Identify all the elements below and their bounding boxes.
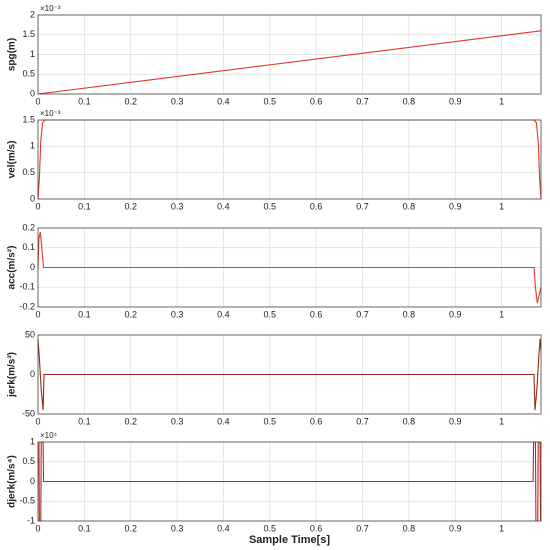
y-axis-label: djerk(m/s⁴) [7,455,18,508]
y-tick-label: -50 [22,408,35,418]
x-tick-label: 0.4 [217,523,230,533]
x-tick-label: 1 [499,201,504,211]
y-tick-label: 0 [30,88,35,98]
x-tick-label: 1 [499,96,504,106]
x-tick-label: 0.5 [264,416,277,426]
x-tick-label: 0.9 [449,201,462,211]
y-tick-label: 50 [25,329,35,339]
x-axis-label: Sample Time[s] [249,534,330,546]
x-tick-label: 0.7 [356,416,369,426]
axis-exponent: ×10⁴ [40,431,58,440]
y-tick-label: 0.5 [22,456,35,466]
x-tick-label: 0.1 [78,309,91,319]
y-tick-label: 1 [30,141,35,151]
x-tick-label: 0.9 [449,523,462,533]
plot-frame [37,334,542,415]
x-tick-label: 0.5 [264,309,277,319]
plot-frame [37,119,542,200]
x-tick-label: 0.7 [356,201,369,211]
y-tick-label: -0.5 [19,496,35,506]
y-tick-label: 2 [30,9,35,19]
x-tick-label: 0.3 [171,201,184,211]
plot-area [38,120,541,199]
y-tick-label: 1.5 [22,29,35,39]
x-tick-label: 0.3 [171,416,184,426]
data-line [37,338,542,411]
x-tick-label: 0.7 [356,96,369,106]
y-tick-label: 0 [30,193,35,203]
x-tick-label: 0.4 [217,96,230,106]
plot-frame [37,441,542,522]
x-tick-label: 0.1 [78,96,91,106]
x-tick-label: 0.2 [124,416,137,426]
x-tick-label: 0.3 [171,309,184,319]
y-axis-label: acc(m/s²) [7,246,18,290]
axis-exponent: ×10⁻³ [40,109,61,118]
x-tick-label: 0.5 [264,201,277,211]
x-tick-label: 0.5 [264,96,277,106]
x-tick-label: 0.5 [264,523,277,533]
y-tick-label: 0.5 [22,167,35,177]
x-tick-label: 0.2 [124,309,137,319]
x-tick-label: 0.6 [310,201,323,211]
plot-frame [37,14,542,95]
y-tick-label: -0.1 [19,282,35,292]
x-tick-label: 0 [35,416,40,426]
data-line [37,231,542,304]
plot-frame [37,227,542,308]
x-tick-label: 0.2 [124,523,137,533]
x-tick-label: 0.9 [449,96,462,106]
x-tick-label: 0 [35,201,40,211]
y-tick-label: -0.2 [19,301,35,311]
y-tick-label: 0 [30,369,35,379]
x-tick-label: 1 [499,523,504,533]
x-tick-label: 0.8 [403,416,416,426]
x-tick-label: 0.9 [449,416,462,426]
x-tick-label: 0 [35,523,40,533]
x-tick-label: 0.6 [310,523,323,533]
x-tick-label: 0.7 [356,309,369,319]
x-tick-label: 0.8 [403,309,416,319]
x-tick-label: 0 [35,96,40,106]
x-tick-label: 0.9 [449,309,462,319]
y-tick-label: 0.1 [22,242,35,252]
x-tick-label: 1 [499,416,504,426]
y-tick-label: 0.2 [22,222,35,232]
y-tick-label: 1 [30,49,35,59]
data-line [37,30,542,95]
x-tick-label: 0.2 [124,201,137,211]
x-tick-label: 0.6 [310,96,323,106]
x-tick-label: 0.7 [356,523,369,533]
x-tick-label: 0.6 [310,416,323,426]
x-tick-label: 0.1 [78,523,91,533]
y-tick-label: 1.5 [22,114,35,124]
y-axis-label: spg(m) [7,38,18,71]
x-tick-label: 0.4 [217,309,230,319]
x-tick-label: 0.8 [403,523,416,533]
y-tick-label: 0 [30,262,35,272]
y-axis-label: vel(m/s) [7,141,18,179]
y-tick-label: 0.5 [22,69,35,79]
x-tick-label: 0.6 [310,309,323,319]
x-tick-label: 0 [35,309,40,319]
axis-exponent: ×10⁻³ [40,4,61,13]
x-tick-label: 0.3 [171,523,184,533]
x-tick-label: 0.4 [217,416,230,426]
y-tick-label: -1 [27,515,35,525]
y-tick-label: 0 [30,476,35,486]
x-tick-label: 0.1 [78,201,91,211]
x-tick-label: 0.2 [124,96,137,106]
x-tick-label: 0.4 [217,201,230,211]
x-tick-label: 0.8 [403,96,416,106]
y-tick-label: 1 [30,436,35,446]
x-tick-label: 0.3 [171,96,184,106]
x-tick-label: 0.8 [403,201,416,211]
x-tick-label: 0.1 [78,416,91,426]
y-axis-label: jerk(m/s³) [7,352,18,398]
x-tick-label: 1 [499,309,504,319]
